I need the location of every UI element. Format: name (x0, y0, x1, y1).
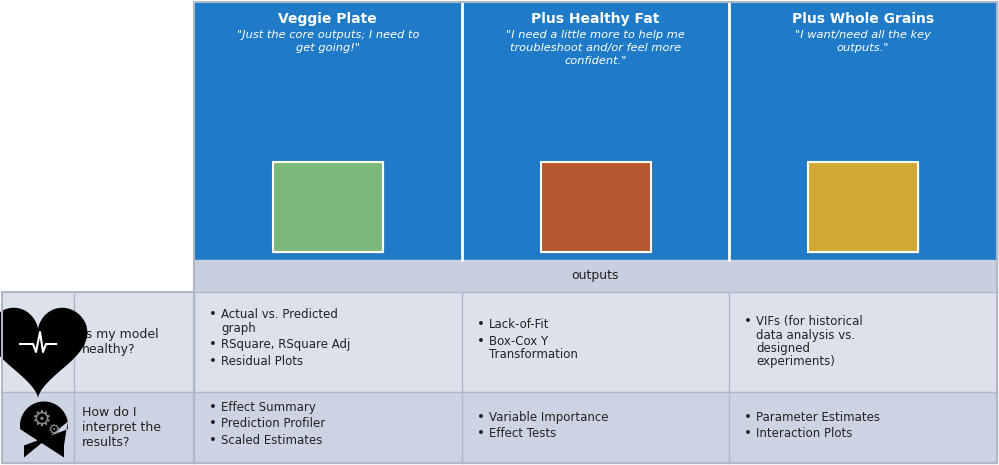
Text: •: • (209, 417, 217, 430)
Bar (273, 162, 383, 252)
Bar (462, 2, 729, 260)
Bar (194, 2, 997, 463)
Text: •: • (744, 411, 752, 424)
Bar (540, 162, 650, 252)
Text: Is my model
healthy?: Is my model healthy? (82, 328, 159, 356)
Text: •: • (477, 427, 485, 440)
Text: experiments): experiments) (756, 356, 835, 368)
Text: Veggie Plate: Veggie Plate (279, 12, 378, 26)
Text: •: • (744, 427, 752, 440)
PathPatch shape (20, 401, 68, 458)
Bar (808, 162, 918, 252)
Text: "Just the core outputs; I need to
get going!": "Just the core outputs; I need to get go… (237, 30, 420, 53)
Bar (2, 392, 997, 463)
Text: Plus Whole Grains: Plus Whole Grains (792, 12, 934, 26)
Text: •: • (209, 433, 217, 446)
Bar (540, 162, 650, 252)
Bar (2, 292, 194, 463)
Text: Parameter Estimates: Parameter Estimates (756, 411, 880, 424)
Bar (194, 2, 462, 260)
Text: Plus Healthy Fat: Plus Healthy Fat (531, 12, 659, 26)
Text: "I want/need all the key
outputs.": "I want/need all the key outputs." (795, 30, 931, 53)
Bar (808, 162, 918, 252)
Bar (273, 162, 383, 252)
Text: Transformation: Transformation (489, 348, 577, 361)
Text: •: • (209, 400, 217, 413)
Text: Interaction Plots: Interaction Plots (756, 427, 853, 440)
Text: Box-Cox Y: Box-Cox Y (489, 335, 547, 348)
Text: graph: graph (221, 322, 256, 335)
Text: •: • (209, 338, 217, 351)
Text: •: • (209, 355, 217, 368)
Bar (2, 292, 997, 392)
Text: Residual Plots: Residual Plots (221, 355, 303, 368)
Text: •: • (209, 308, 217, 321)
Text: VIFs (for historical: VIFs (for historical (756, 315, 863, 328)
Text: RSquare, RSquare Adj: RSquare, RSquare Adj (221, 338, 351, 351)
Text: Prediction Profiler: Prediction Profiler (221, 417, 326, 430)
Bar (729, 2, 997, 260)
Text: ⚙: ⚙ (48, 423, 60, 437)
Text: ⚙: ⚙ (32, 410, 52, 430)
Text: "I need a little more to help me
troubleshoot and/or feel more
confident.": "I need a little more to help me trouble… (506, 30, 685, 66)
Text: Effect Summary: Effect Summary (221, 400, 316, 413)
Text: data analysis vs.: data analysis vs. (756, 328, 855, 341)
Text: •: • (477, 411, 485, 424)
PathPatch shape (0, 308, 87, 398)
Text: outputs: outputs (571, 270, 619, 283)
Text: designed: designed (756, 342, 810, 355)
Text: Lack-of-Fit: Lack-of-Fit (489, 319, 549, 332)
Text: Scaled Estimates: Scaled Estimates (221, 433, 323, 446)
Text: Actual vs. Predicted: Actual vs. Predicted (221, 308, 338, 321)
Text: •: • (477, 319, 485, 332)
Text: •: • (744, 315, 752, 328)
Text: Variable Importance: Variable Importance (489, 411, 608, 424)
Text: •: • (477, 335, 485, 348)
Text: How do I
interpret the
results?: How do I interpret the results? (82, 406, 161, 449)
Bar (194, 260, 997, 292)
Text: Effect Tests: Effect Tests (489, 427, 555, 440)
